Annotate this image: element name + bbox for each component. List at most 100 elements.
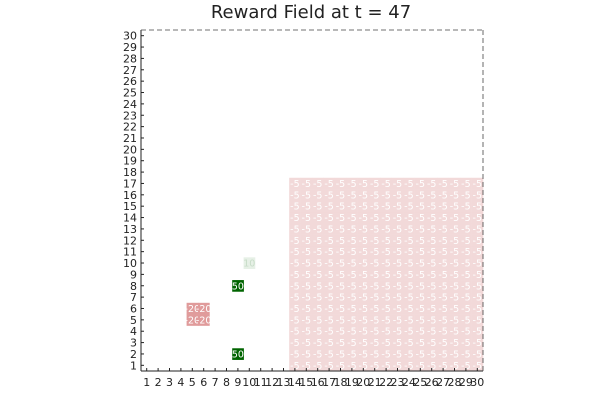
y-tick-label: 18 xyxy=(123,166,137,179)
heatmap-cell xyxy=(471,177,484,190)
heatmap-cell xyxy=(471,245,484,258)
cell-value-label: -5 xyxy=(393,213,402,224)
cell-value-label: -5 xyxy=(302,224,311,235)
cell-value-label: -5 xyxy=(313,270,322,281)
cell-value-label: -5 xyxy=(473,247,482,258)
x-tick-label: 27 xyxy=(436,376,450,389)
cell-value-label: -5 xyxy=(313,259,322,270)
cell-value-label: -5 xyxy=(290,224,299,235)
heatmap-cell xyxy=(346,336,358,349)
cell-value-label: -5 xyxy=(473,327,482,338)
cell-value-label: -5 xyxy=(461,304,470,315)
cell-value-label: -5 xyxy=(404,304,413,315)
cell-value-label: -5 xyxy=(290,236,299,247)
cell-value-label: -5 xyxy=(381,213,390,224)
cell-value-label: -5 xyxy=(381,202,390,213)
heatmap-cell xyxy=(426,189,438,201)
cell-value-label: -5 xyxy=(370,179,379,190)
cell-value-label: -5 xyxy=(393,315,402,326)
cell-value-label: -5 xyxy=(450,338,459,349)
cell-value-label: -20 xyxy=(196,315,212,326)
heatmap-cell xyxy=(460,280,472,292)
heatmap-cell xyxy=(460,348,472,360)
cell-value-label: -5 xyxy=(393,338,402,349)
cell-value-label: -5 xyxy=(370,270,379,281)
heatmap-cell xyxy=(312,200,324,213)
cell-value-label: -5 xyxy=(416,213,425,224)
heatmap-cell xyxy=(426,257,438,269)
heatmap-cell xyxy=(369,348,381,360)
cell-value-label: -5 xyxy=(404,224,413,235)
heatmap-cell xyxy=(346,189,358,201)
heatmap-cell xyxy=(312,348,324,360)
heatmap-cell xyxy=(334,336,347,349)
heatmap-cell xyxy=(471,291,484,304)
heatmap-cell xyxy=(391,302,404,315)
cell-value-label: -5 xyxy=(404,259,413,270)
heatmap-cell xyxy=(323,257,336,269)
cell-value-label: -5 xyxy=(416,349,425,360)
cell-value-label: -5 xyxy=(416,259,425,270)
heatmap-cell xyxy=(380,200,393,213)
y-tick-label: 26 xyxy=(123,75,137,88)
y-tick-label: 30 xyxy=(123,30,137,43)
heatmap-cell xyxy=(312,189,324,201)
cell-value-label: -5 xyxy=(461,293,470,304)
y-tick-label: 15 xyxy=(123,200,137,213)
cell-value-label: -5 xyxy=(370,190,379,201)
heatmap-cell xyxy=(369,268,381,281)
heatmap-cell xyxy=(369,257,381,269)
heatmap-cell xyxy=(391,211,404,224)
cell-value-label: -5 xyxy=(347,224,356,235)
heatmap-cell xyxy=(448,189,461,201)
heatmap-cell xyxy=(437,302,450,315)
y-tick-label: 19 xyxy=(123,155,137,168)
cell-value-label: -5 xyxy=(370,281,379,292)
heatmap-cell xyxy=(300,314,313,326)
heatmap-cell xyxy=(346,302,358,315)
cell-value-label: -5 xyxy=(359,179,368,190)
x-tick-label: 11 xyxy=(254,376,268,389)
y-tick-label: 21 xyxy=(123,132,137,145)
cell-value-label: -5 xyxy=(427,315,436,326)
cell-value-label: -5 xyxy=(416,281,425,292)
cell-value-label: -5 xyxy=(302,179,311,190)
heatmap-cell xyxy=(357,336,370,349)
cell-value-label: -20 xyxy=(185,304,201,315)
heatmap-cell xyxy=(323,314,336,326)
cell-value-label: -5 xyxy=(393,293,402,304)
cell-value-label: -5 xyxy=(313,281,322,292)
heatmap-cell xyxy=(471,302,484,315)
heatmap-cell xyxy=(289,189,301,201)
cell-value-label: -5 xyxy=(461,281,470,292)
cell-value-label: -5 xyxy=(359,247,368,258)
y-tick-label: 4 xyxy=(130,325,137,338)
cell-value-label: -5 xyxy=(404,270,413,281)
cell-value-label: -5 xyxy=(302,270,311,281)
heatmap-cell xyxy=(414,348,427,360)
cell-value-label: -5 xyxy=(359,349,368,360)
heatmap-cell xyxy=(198,302,210,315)
cell-value-label: -5 xyxy=(302,304,311,315)
heatmap-cell xyxy=(289,268,301,281)
heatmap-cell xyxy=(357,314,370,326)
cell-value-label: -5 xyxy=(381,236,390,247)
y-tick-label: 5 xyxy=(130,314,137,327)
heatmap-cell xyxy=(380,245,393,258)
cell-value-label: -5 xyxy=(290,327,299,338)
y-tick-label: 20 xyxy=(123,143,137,156)
heatmap-cell xyxy=(300,268,313,281)
heatmap-cell xyxy=(448,302,461,315)
heatmap-cell xyxy=(460,234,472,247)
cell-value-label: -5 xyxy=(313,293,322,304)
x-tick-label: 6 xyxy=(200,376,207,389)
heatmap-cell xyxy=(380,280,393,292)
heatmap-cell xyxy=(414,223,427,235)
y-tick-label: 16 xyxy=(123,189,137,202)
heatmap-cell xyxy=(403,257,415,269)
cell-value-label: -5 xyxy=(450,281,459,292)
cell-value-label: -5 xyxy=(381,338,390,349)
cell-value-label: -5 xyxy=(427,304,436,315)
cell-value-label: -5 xyxy=(313,202,322,213)
